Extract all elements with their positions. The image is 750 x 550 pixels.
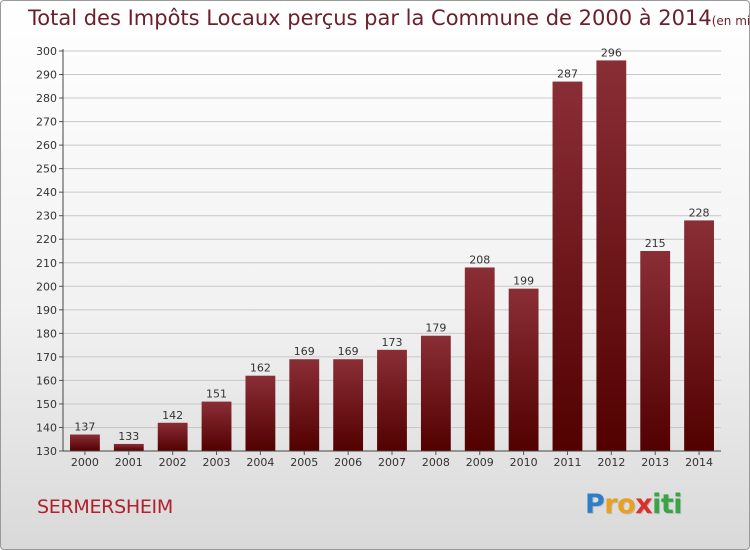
- x-tick-label-2014: 2014: [685, 456, 713, 469]
- bar-2014: [684, 220, 714, 451]
- y-tick-label: 280: [36, 92, 57, 105]
- value-label-2001: 133: [118, 430, 139, 443]
- logo-letter: x: [635, 489, 653, 520]
- bars-layer: 137 133 142 151 162 169 169 173 179 208 199 287 296 2…: [70, 46, 714, 452]
- value-label-2011: 287: [557, 68, 578, 81]
- value-label-2002: 142: [162, 409, 183, 422]
- bar-2013: [640, 251, 671, 451]
- x-tick-label-2012: 2012: [597, 456, 625, 469]
- x-tick-label-2010: 2010: [510, 456, 538, 469]
- bar-2001: [113, 443, 144, 451]
- x-tick-label-2003: 2003: [203, 456, 231, 469]
- y-tick-label: 180: [36, 327, 57, 340]
- y-tick-label: 200: [36, 280, 57, 293]
- commune-name: SERMERSHEIM: [37, 496, 173, 518]
- y-tick-label: 220: [36, 233, 57, 246]
- x-tick-label-2000: 2000: [71, 456, 99, 469]
- y-tick-label: 130: [36, 445, 57, 458]
- value-label-2009: 208: [469, 253, 490, 266]
- y-tick-label: 290: [36, 69, 57, 82]
- chart-title: Total des Impôts Locaux perçus par la Co…: [28, 6, 750, 30]
- logo-letter: i: [652, 489, 661, 520]
- x-tick-label-2013: 2013: [641, 456, 669, 469]
- logo-letter: t: [660, 489, 674, 520]
- chart-title-text: Total des Impôts Locaux perçus par la Co…: [28, 6, 712, 30]
- bar-2002: [157, 422, 188, 451]
- bar-2012: [596, 60, 627, 451]
- axis-layer: 130 140 150 160 170 180 190 200 210 220 230 240 250 2…: [36, 45, 721, 469]
- y-tick-label: 160: [36, 374, 57, 387]
- bar-2004: [245, 375, 276, 451]
- value-label-2003: 151: [206, 388, 227, 401]
- x-tick-label-2004: 2004: [246, 456, 274, 469]
- bar-2003: [201, 401, 232, 451]
- proxiti-logo: Proxiti: [585, 489, 683, 520]
- y-tick-label: 150: [36, 398, 57, 411]
- unit-note: (en milliers d'€): [711, 14, 750, 28]
- value-label-2007: 173: [382, 336, 403, 349]
- value-label-2006: 169: [338, 345, 359, 358]
- bar-2005: [289, 359, 320, 451]
- y-tick-label: 210: [36, 257, 57, 270]
- y-tick-label: 260: [36, 139, 57, 152]
- bar-2000: [70, 434, 100, 451]
- bar-2011: [552, 81, 583, 452]
- bar-2008: [420, 335, 451, 451]
- value-label-2012: 296: [601, 46, 622, 59]
- y-tick-label: 190: [36, 304, 57, 317]
- value-label-2000: 137: [74, 421, 95, 434]
- logo-letter: i: [673, 489, 683, 520]
- y-tick-label: 270: [36, 116, 57, 129]
- x-tick-label-2005: 2005: [290, 456, 318, 469]
- value-label-2013: 215: [645, 237, 666, 250]
- value-label-2008: 179: [425, 322, 446, 335]
- bar-2007: [377, 349, 407, 451]
- logo-letter: P: [585, 489, 605, 520]
- logo-letter: r: [604, 489, 618, 520]
- value-label-2004: 162: [250, 362, 271, 375]
- value-label-2005: 169: [294, 345, 315, 358]
- x-tick-label-2008: 2008: [422, 456, 450, 469]
- value-label-2010: 199: [513, 275, 534, 288]
- x-tick-label-2006: 2006: [334, 456, 362, 469]
- y-tick-label: 250: [36, 163, 57, 176]
- y-tick-label: 140: [36, 421, 57, 434]
- x-tick-label-2001: 2001: [115, 456, 143, 469]
- bar-2006: [333, 359, 364, 451]
- y-tick-label: 170: [36, 351, 57, 364]
- y-tick-label: 240: [36, 186, 57, 199]
- y-tick-label: 230: [36, 210, 57, 223]
- logo-letter: o: [617, 489, 636, 520]
- value-label-2014: 228: [689, 206, 710, 219]
- x-tick-label-2002: 2002: [159, 456, 187, 469]
- x-tick-label-2011: 2011: [553, 456, 581, 469]
- y-tick-label: 300: [36, 45, 57, 58]
- x-tick-label-2009: 2009: [466, 456, 494, 469]
- x-tick-label-2007: 2007: [378, 456, 406, 469]
- bar-2010: [508, 288, 539, 451]
- bar-2009: [464, 267, 495, 451]
